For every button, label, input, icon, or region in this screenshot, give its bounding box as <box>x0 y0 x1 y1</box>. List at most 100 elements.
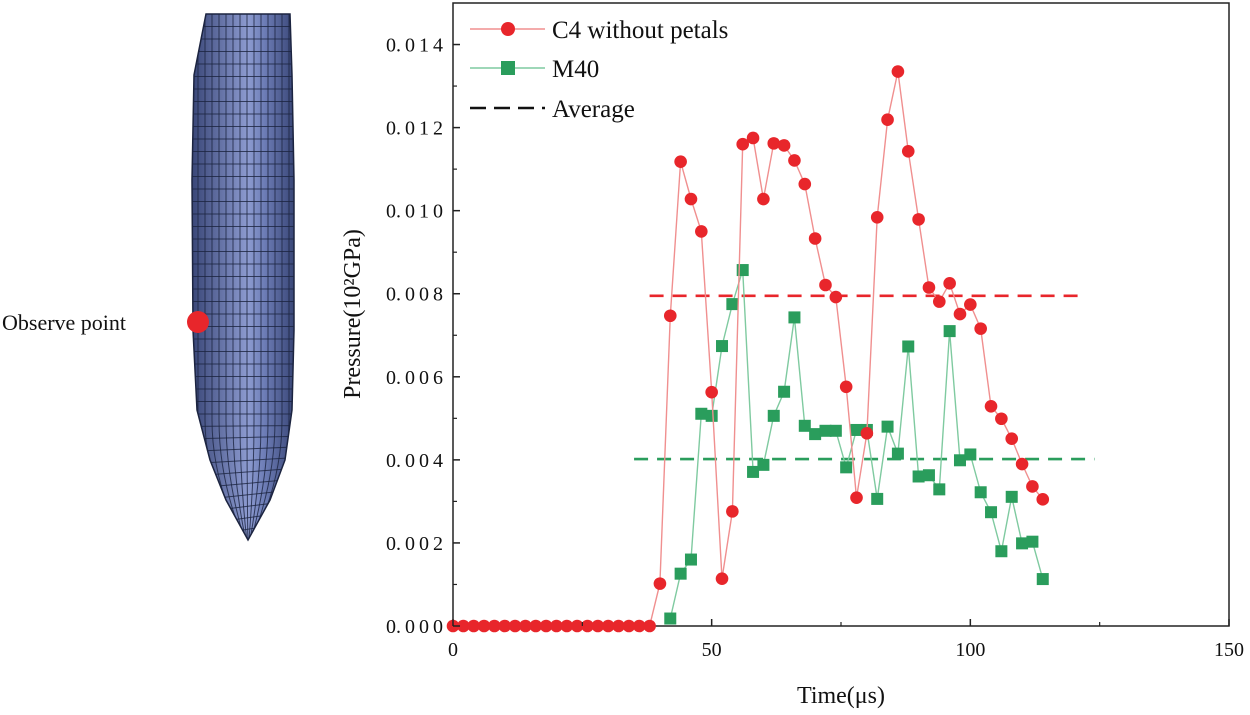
mesh-meridian <box>239 14 248 540</box>
data-point <box>570 619 584 633</box>
data-point <box>788 311 801 324</box>
data-point <box>912 213 925 226</box>
data-point <box>984 399 998 413</box>
data-point <box>881 113 894 127</box>
data-point <box>870 211 884 224</box>
data-point <box>767 137 781 150</box>
x-tick-label: 100 <box>955 639 985 661</box>
series-line <box>453 71 1044 627</box>
data-point <box>529 619 543 633</box>
y-tick-label: 0. 0 1 2 <box>386 118 443 140</box>
data-point <box>922 469 935 482</box>
data-point <box>953 307 967 321</box>
mesh-meridian <box>249 14 262 540</box>
data-point <box>933 483 946 496</box>
data-point <box>560 619 574 633</box>
data-point <box>663 309 677 323</box>
data-point <box>881 420 894 433</box>
data-point <box>498 619 512 633</box>
data-point <box>705 409 718 422</box>
legend-label: C4 without petals <box>552 17 728 44</box>
data-point <box>674 155 687 168</box>
data-point <box>726 505 739 518</box>
mesh-ring <box>192 425 294 427</box>
data-point <box>695 225 708 238</box>
data-point <box>746 131 760 145</box>
data-point <box>1036 493 1050 506</box>
series-layer <box>446 65 1050 633</box>
data-point <box>850 491 863 504</box>
data-point <box>705 385 718 399</box>
y-tick-label: 0. 0 0 6 <box>386 367 443 389</box>
data-point <box>467 619 480 633</box>
mesh-meridian <box>250 14 269 540</box>
data-point <box>1026 480 1039 493</box>
data-point <box>860 426 874 440</box>
data-point <box>581 619 594 633</box>
data-point <box>788 154 801 167</box>
data-point <box>1036 573 1049 586</box>
data-point <box>871 492 884 505</box>
observe-point-label: Observe point <box>2 310 126 335</box>
data-point <box>840 461 853 474</box>
data-point <box>508 619 522 633</box>
series-line <box>669 269 1044 619</box>
x-tick-label: 50 <box>702 639 722 661</box>
data-point <box>850 423 863 436</box>
data-point <box>591 619 605 633</box>
projectile-mesh <box>191 13 295 542</box>
data-point <box>932 295 946 308</box>
x-axis-title: Time(μs) <box>797 683 885 709</box>
data-point <box>943 277 956 290</box>
data-point <box>736 137 750 151</box>
average-lines <box>634 294 1095 461</box>
axes-layer: 0 50 100 150 0. 0 0 0 0. 0 0 2 0. 0 0 4 0. 0 0 … <box>386 35 1244 661</box>
data-point <box>664 612 677 625</box>
data-point <box>1026 535 1039 548</box>
data-point <box>798 419 811 432</box>
data-point <box>891 65 905 78</box>
data-point <box>457 619 470 633</box>
data-point <box>601 619 615 633</box>
data-point <box>964 448 977 461</box>
data-point <box>1005 490 1018 503</box>
data-point <box>757 192 770 206</box>
data-point <box>809 428 822 441</box>
data-point <box>488 619 501 633</box>
data-point <box>798 177 812 191</box>
mesh-meridian <box>232 14 247 540</box>
y-tick-label: 0. 0 0 8 <box>386 284 443 306</box>
y-tick-label: 0. 0 1 4 <box>386 35 443 57</box>
data-point <box>995 412 1008 426</box>
legend: C4 without petals M40 Average <box>470 17 728 123</box>
data-point <box>891 447 904 460</box>
data-point <box>943 325 956 338</box>
data-point <box>519 619 532 633</box>
data-point <box>912 470 925 483</box>
data-point <box>829 424 842 437</box>
data-point <box>622 619 636 633</box>
legend-label: Average <box>552 96 635 123</box>
data-point <box>632 619 646 633</box>
data-point <box>819 424 832 437</box>
y-axis-title: Pressure(10²GPa) <box>340 229 366 399</box>
data-point <box>902 340 915 353</box>
data-point <box>974 486 987 499</box>
data-point <box>684 553 697 566</box>
data-point <box>550 619 563 633</box>
data-point <box>901 144 915 158</box>
data-point <box>716 340 729 353</box>
x-tick-label: 0 <box>448 639 458 661</box>
data-point <box>985 506 998 519</box>
data-point <box>778 385 791 398</box>
legend-swatch-marker <box>501 61 515 75</box>
data-point <box>922 281 936 294</box>
observe-point-annotation: Observe point <box>2 310 209 335</box>
y-tick-label: 0. 0 1 0 <box>386 201 443 223</box>
data-point <box>747 465 760 478</box>
data-point <box>767 409 780 422</box>
data-point <box>643 619 656 633</box>
x-tick-label: 150 <box>1214 639 1244 661</box>
data-point <box>612 619 625 633</box>
